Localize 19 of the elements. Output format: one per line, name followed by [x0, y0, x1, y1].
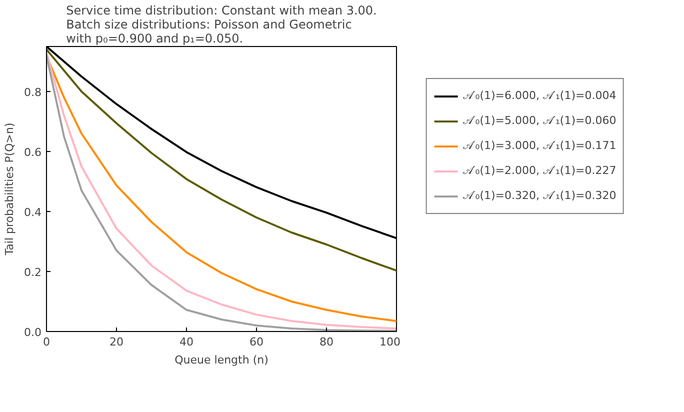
- x-tick-label: 60: [250, 336, 264, 348]
- legend-label: 𝒜′₀(1)=5.000, 𝒜′₁(1)=0.060: [462, 114, 616, 127]
- y-tick-label: 0.6: [24, 146, 42, 159]
- y-tick-label: 0.0: [24, 326, 42, 339]
- x-axis-title: Queue length (n): [174, 354, 268, 366]
- y-axis-title: Tail probabilities P(Q>n): [3, 122, 16, 256]
- x-tick-label: 0: [43, 336, 50, 348]
- legend-label: 𝒜′₀(1)=6.000, 𝒜′₁(1)=0.004: [462, 89, 616, 102]
- x-tick-label: 80: [320, 336, 334, 348]
- y-tick-label: 0.8: [24, 86, 42, 99]
- legend-label: 𝒜′₀(1)=3.000, 𝒜′₁(1)=0.171: [462, 139, 616, 152]
- x-tick-label: 40: [180, 336, 194, 348]
- y-tick-label: 0.4: [24, 206, 42, 219]
- chart-title: Service time distribution: Constant with mean 3.00. Batch size distributions: Poisson and Geometric with p₀=0.900 and p₁=0.050.: [66, 4, 377, 46]
- legend-label: 𝒜′₀(1)=2.000, 𝒜′₁(1)=0.227: [462, 164, 616, 177]
- y-tick-label: 0.2: [24, 266, 42, 279]
- legend-label: 𝒜′₀(1)=0.320, 𝒜′₁(1)=0.320: [462, 189, 616, 202]
- x-tick-label: 20: [110, 336, 124, 348]
- x-tick-label: 100: [380, 336, 401, 348]
